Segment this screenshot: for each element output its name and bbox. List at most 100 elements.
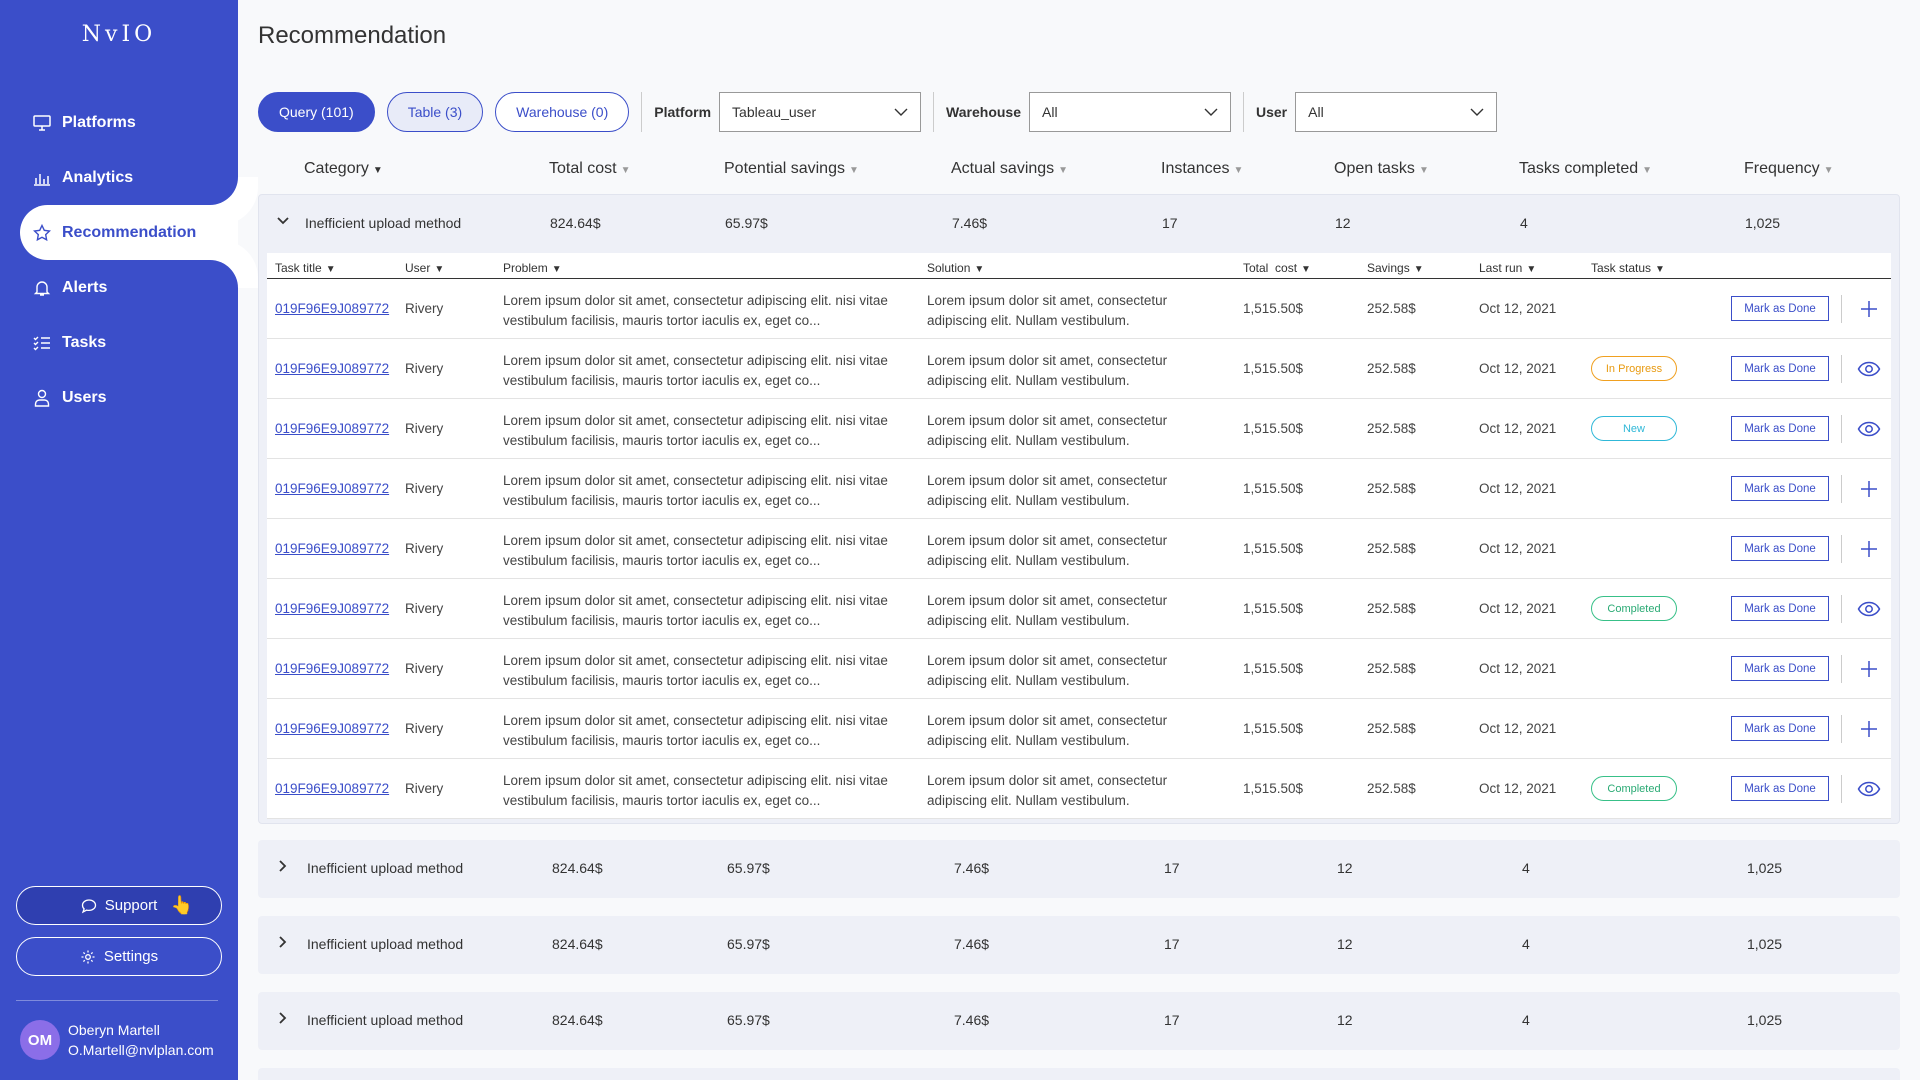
category-group-collapsed: Inefficient upload method 824.64$ 65.97$… xyxy=(258,916,1900,974)
column-header-label: Actual savings xyxy=(951,160,1055,177)
mark-as-done-button[interactable]: Mark as Done xyxy=(1731,416,1829,441)
plus-icon[interactable] xyxy=(1857,297,1881,321)
eye-icon[interactable] xyxy=(1857,777,1881,801)
task-user: Rivery xyxy=(405,301,444,316)
chevron-right-icon[interactable] xyxy=(272,856,292,876)
divider xyxy=(1841,415,1842,443)
column-header-actual-savings[interactable]: Actual savings ▼ xyxy=(951,160,1068,178)
task-solution: Lorem ipsum dolor sit amet, consectetur … xyxy=(927,593,1168,628)
task-title-link[interactable]: 019F96E9J089772 xyxy=(275,781,390,796)
column-header-solution[interactable]: Solution ▼ xyxy=(927,261,984,275)
sidebar-item-recommendation[interactable]: Recommendation xyxy=(20,205,238,260)
category-group-expanded: Inefficient upload method 824.64$ 65.97$… xyxy=(258,194,1900,824)
plus-icon[interactable] xyxy=(1857,477,1881,501)
support-button[interactable]: Support 👆 xyxy=(16,886,222,925)
category-row[interactable]: Inefficient upload method 824.64$ 65.97$… xyxy=(258,916,1900,974)
column-header-last-run[interactable]: Last run ▼ xyxy=(1479,261,1536,275)
category-row[interactable]: Inefficient upload method 824.64$ 65.97$… xyxy=(259,195,1899,253)
task-last-run: Oct 12, 2021 xyxy=(1479,301,1557,316)
task-title-link[interactable]: 019F96E9J089772 xyxy=(275,301,390,316)
column-header-frequency[interactable]: Frequency ▼ xyxy=(1744,160,1834,178)
sidebar-item-alerts[interactable]: Alerts xyxy=(0,260,238,315)
task-title-link[interactable]: 019F96E9J089772 xyxy=(275,721,390,736)
table-row: 019F96E9J089772 Rivery Lorem ipsum dolor s… xyxy=(267,339,1891,399)
sort-icon: ▼ xyxy=(325,264,336,275)
settings-button[interactable]: Settings xyxy=(16,937,222,976)
sort-icon: ▼ xyxy=(1526,264,1537,275)
mark-as-done-button[interactable]: Mark as Done xyxy=(1731,776,1829,801)
column-header-potential-savings[interactable]: Potential savings ▼ xyxy=(724,160,859,178)
eye-icon[interactable] xyxy=(1857,417,1881,441)
sidebar-item-users[interactable]: Users xyxy=(0,370,238,425)
sort-icon: ▼ xyxy=(1823,165,1834,176)
task-savings: 252.58$ xyxy=(1367,661,1416,676)
sidebar-item-platforms[interactable]: Platforms xyxy=(0,95,238,150)
column-header-label: Frequency xyxy=(1744,160,1820,177)
sidebar-item-tasks[interactable]: Tasks xyxy=(0,315,238,370)
potential-savings: 65.97$ xyxy=(727,860,770,876)
plus-icon[interactable] xyxy=(1857,537,1881,561)
tab-query[interactable]: Query (101) xyxy=(258,92,375,132)
column-header-problem[interactable]: Problem ▼ xyxy=(503,261,562,275)
task-title-link[interactable]: 019F96E9J089772 xyxy=(275,481,390,496)
sort-icon: ▼ xyxy=(620,165,631,176)
frequency: 1,025 xyxy=(1745,215,1781,231)
app-logo: NvIO xyxy=(81,22,157,47)
category-row[interactable]: Inefficient upload method 824.64$ 65.97$… xyxy=(258,992,1900,1050)
table-row: 019F96E9J089772 Rivery Lorem ipsum dolor s… xyxy=(267,519,1891,579)
platform-select[interactable]: Tableau_user xyxy=(719,92,922,132)
column-header-task-status[interactable]: Task status ▼ xyxy=(1591,261,1665,275)
task-user: Rivery xyxy=(405,481,444,496)
column-header-instances[interactable]: Instances ▼ xyxy=(1161,160,1243,178)
task-title-link[interactable]: 019F96E9J089772 xyxy=(275,601,390,616)
tab-table[interactable]: Table (3) xyxy=(386,92,484,132)
column-header-total-cost[interactable]: Total cost ▼ xyxy=(1243,261,1311,275)
user-select[interactable]: All xyxy=(1295,92,1498,132)
plus-icon[interactable] xyxy=(1857,717,1881,741)
sidebar-item-analytics[interactable]: Analytics xyxy=(0,150,238,205)
mark-as-done-button[interactable]: Mark as Done xyxy=(1731,476,1829,501)
mark-as-done-button[interactable]: Mark as Done xyxy=(1731,536,1829,561)
chevron-right-icon[interactable] xyxy=(272,1008,292,1028)
frequency: 1,025 xyxy=(1747,860,1783,876)
sidebar-divider xyxy=(16,1000,218,1001)
warehouse-select[interactable]: All xyxy=(1029,92,1231,132)
column-header-tasks-completed[interactable]: Tasks completed ▼ xyxy=(1519,160,1652,178)
chevron-down-icon[interactable] xyxy=(273,211,293,231)
mark-as-done-button[interactable]: Mark as Done xyxy=(1731,716,1829,741)
column-header-total-cost[interactable]: Total cost ▼ xyxy=(549,160,631,178)
column-header-category[interactable]: Category ▼ xyxy=(304,160,383,178)
actual-savings: 7.46$ xyxy=(954,860,990,876)
task-title-link[interactable]: 019F96E9J089772 xyxy=(275,661,390,676)
potential-savings: 65.97$ xyxy=(725,215,768,231)
user-email: O.Martell@nvlplan.com xyxy=(68,1042,214,1058)
eye-icon[interactable] xyxy=(1857,357,1881,381)
column-header-label: Problem xyxy=(503,261,548,275)
tab-warehouse[interactable]: Warehouse (0) xyxy=(495,92,630,132)
mark-as-done-button[interactable]: Mark as Done xyxy=(1731,656,1829,681)
task-title-link[interactable]: 019F96E9J089772 xyxy=(275,541,390,556)
task-user: Rivery xyxy=(405,541,444,556)
sort-icon: ▼ xyxy=(974,264,985,275)
user-profile[interactable]: OM Oberyn Martell O.Martell@nvlplan.com xyxy=(20,1020,214,1060)
status-badge: In Progress xyxy=(1591,356,1677,381)
category-row[interactable]: Inefficient upload method 824.64$ 65.97$… xyxy=(258,840,1900,898)
column-header-task-title[interactable]: Task title ▼ xyxy=(275,261,336,275)
task-savings: 252.58$ xyxy=(1367,361,1416,376)
status-badge: New xyxy=(1591,416,1677,441)
column-header-open-tasks[interactable]: Open tasks ▼ xyxy=(1334,160,1429,178)
chevron-right-icon[interactable] xyxy=(272,932,292,952)
sidebar-item-label: Recommendation xyxy=(62,223,197,241)
task-title-link[interactable]: 019F96E9J089772 xyxy=(275,361,390,376)
mark-as-done-button[interactable]: Mark as Done xyxy=(1731,296,1829,321)
mark-as-done-button[interactable]: Mark as Done xyxy=(1731,356,1829,381)
eye-icon[interactable] xyxy=(1857,597,1881,621)
mark-as-done-button[interactable]: Mark as Done xyxy=(1731,596,1829,621)
table-row: 019F96E9J089772 Rivery Lorem ipsum dolor s… xyxy=(267,459,1891,519)
column-header-user[interactable]: User ▼ xyxy=(405,261,444,275)
platform-filter-label: Platform xyxy=(654,104,712,120)
task-title-link[interactable]: 019F96E9J089772 xyxy=(275,421,390,436)
divider xyxy=(1841,595,1842,623)
column-header-savings[interactable]: Savings ▼ xyxy=(1367,261,1424,275)
plus-icon[interactable] xyxy=(1857,657,1881,681)
